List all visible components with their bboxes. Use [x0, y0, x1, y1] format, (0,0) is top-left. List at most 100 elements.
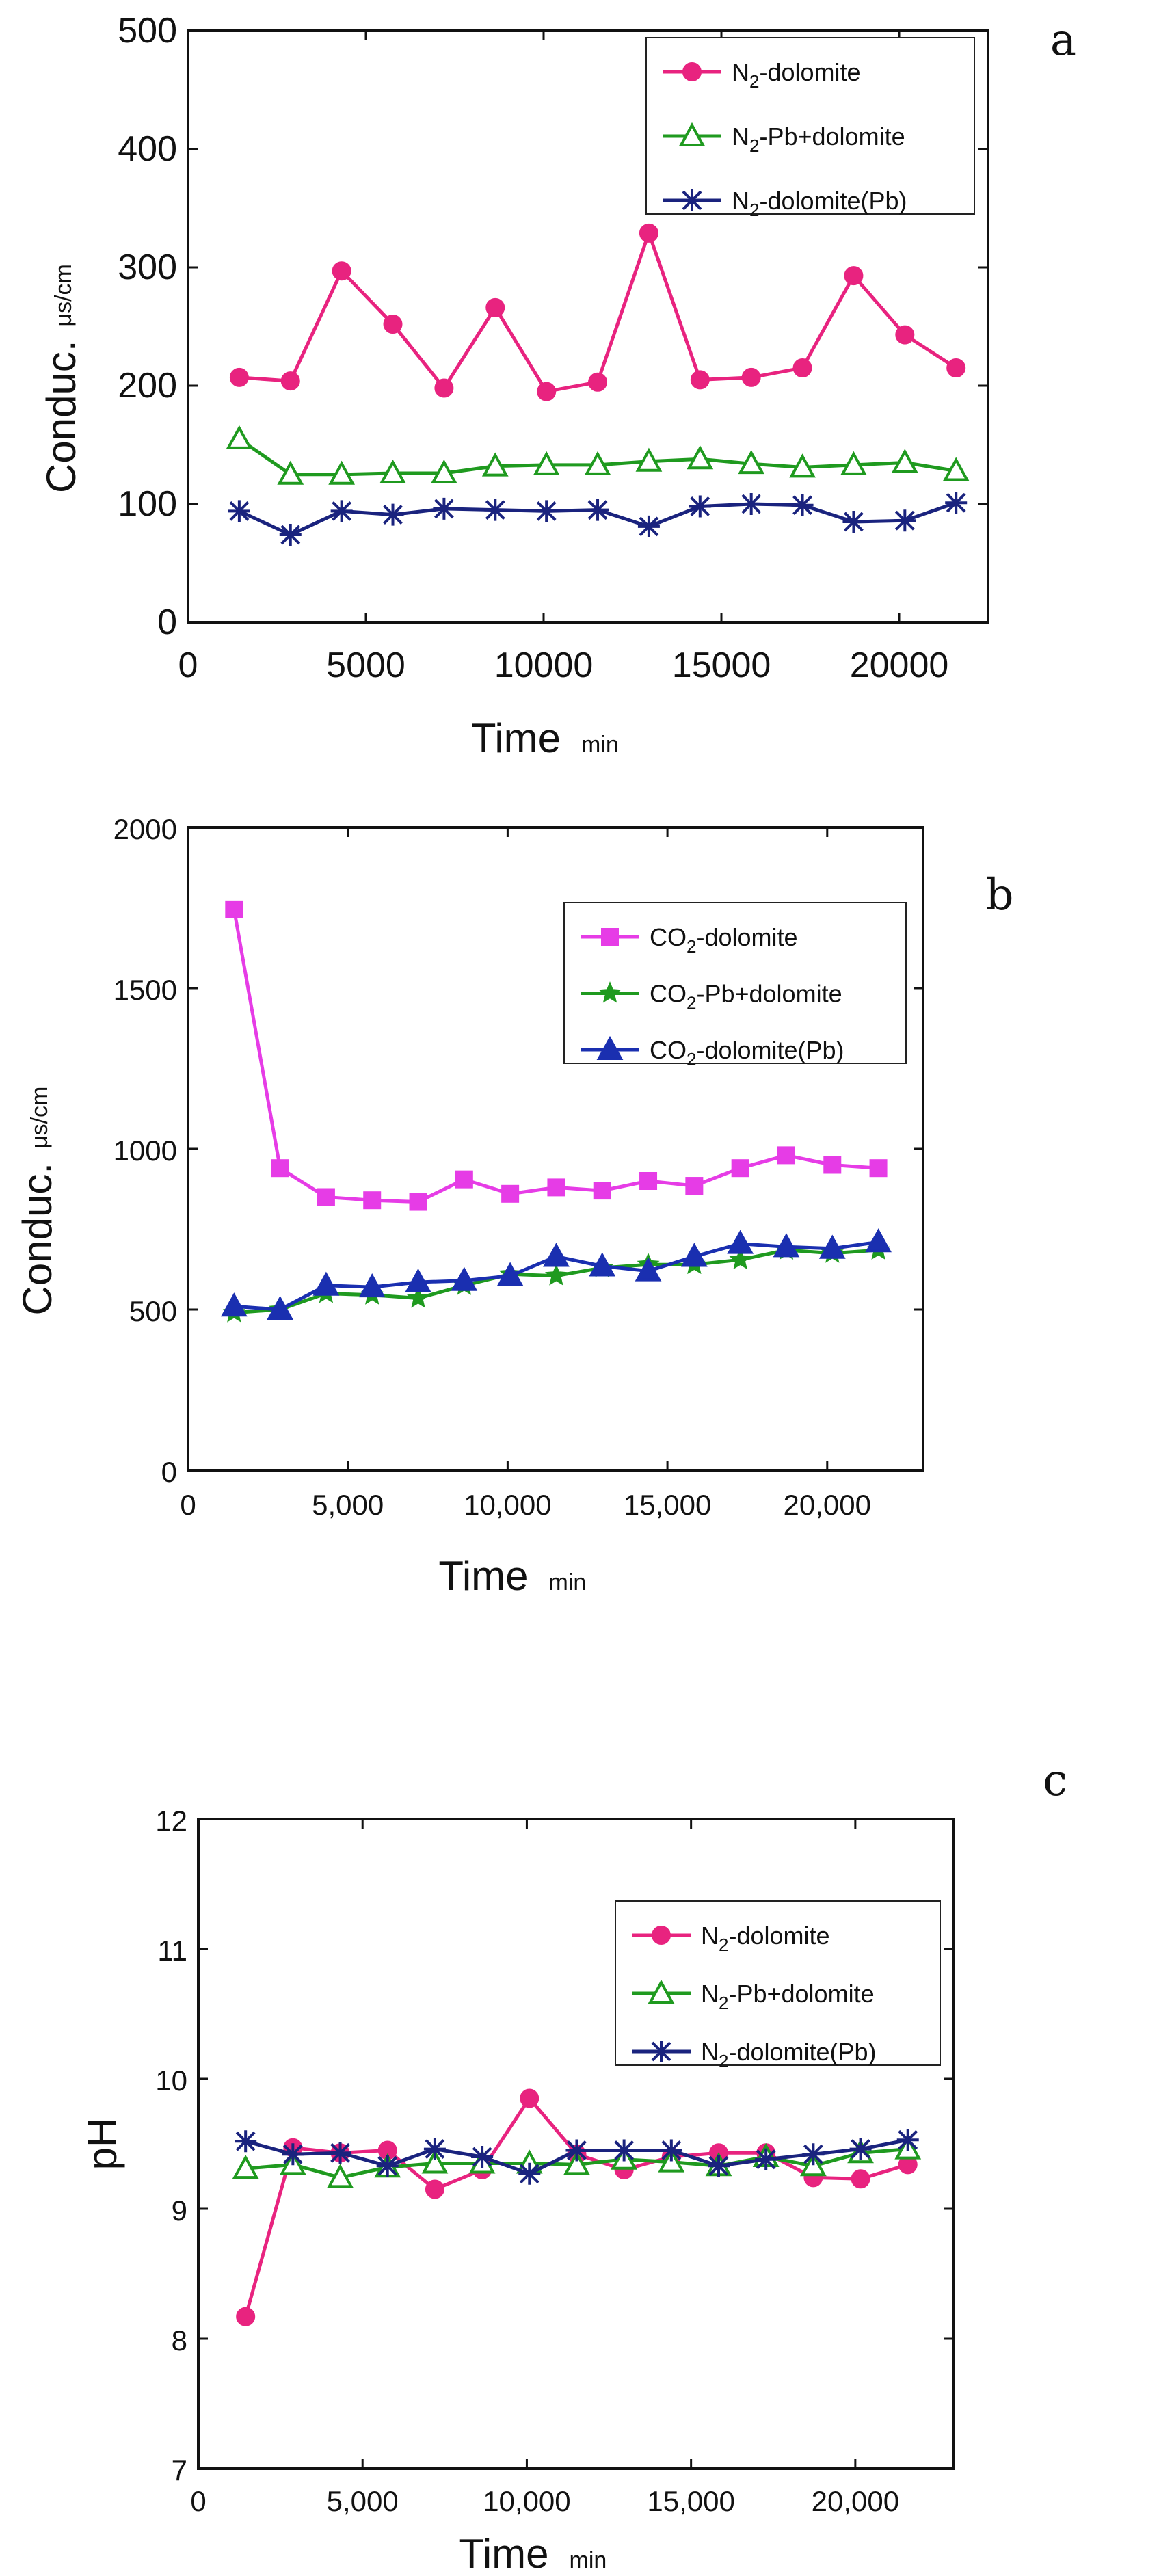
data-point: [496, 1262, 524, 1286]
x-tick-label: 0: [180, 1489, 196, 1521]
plot-frame: [187, 29, 989, 624]
data-point: [755, 2148, 777, 2170]
data-point: [840, 451, 867, 475]
legend-label: N2-dolomite(Pb): [701, 2038, 877, 2071]
data-point: [543, 1243, 570, 1267]
data-point: [741, 367, 761, 387]
legend-label-main: CO: [650, 1036, 687, 1064]
legend-label-subscript: 2: [749, 200, 759, 220]
y-tick-label: 1500: [114, 974, 177, 1006]
x-tick-label: 15,000: [647, 2485, 734, 2517]
data-point: [818, 1234, 846, 1259]
x-tick-label: 20000: [850, 646, 949, 685]
y-axis-unit: μs/cm: [51, 264, 77, 326]
data-point: [535, 500, 558, 522]
legend-label-rest: -dolomite: [759, 58, 860, 86]
data-point: [282, 2143, 304, 2166]
panel-letter: c: [1043, 1755, 1067, 1806]
y-tick-label: 0: [161, 1456, 177, 1488]
data-point: [433, 497, 455, 520]
data-point: [635, 1257, 662, 1282]
data-point: [894, 509, 916, 532]
data-point: [639, 1172, 658, 1190]
y-axis-title: Conduc.: [14, 1163, 60, 1315]
data-point: [405, 1268, 431, 1293]
data-point: [635, 447, 663, 472]
data-point: [328, 460, 356, 485]
data-point: [593, 1182, 611, 1200]
data-point: [789, 453, 816, 478]
legend-label-subscript: 2: [687, 1049, 696, 1070]
legend-label: CO2-Pb+dolomite: [650, 980, 842, 1013]
data-point: [434, 378, 454, 398]
legend-box: [615, 1900, 941, 2066]
y-tick-label: 1000: [114, 1134, 177, 1167]
y-tick-label: 500: [129, 1295, 177, 1327]
legend-label-main: N: [701, 1922, 719, 1950]
data-point: [842, 510, 865, 533]
legend-label: N2-dolomite: [732, 58, 861, 92]
legend-label-subscript: 2: [749, 71, 759, 92]
data-point: [421, 2149, 449, 2174]
legend-label-subscript: 2: [749, 135, 759, 156]
panel-letter: b: [986, 870, 1014, 920]
data-point: [533, 451, 560, 475]
legend-label-subscript: 2: [719, 2051, 728, 2071]
y-tick-label: 500: [118, 11, 177, 51]
legend: CO2-dolomiteCO2-Pb+dolomiteCO2-dolomite(…: [563, 902, 907, 1070]
legend-label-subscript: 2: [719, 1993, 728, 2013]
data-point: [332, 261, 351, 281]
legend-label-rest: -Pb+dolomite: [728, 1980, 874, 2008]
legend-label-main: N: [701, 2038, 719, 2066]
data-point: [484, 499, 507, 521]
x-axis-unit: min: [549, 1569, 587, 1595]
data-point: [409, 1193, 427, 1211]
x-axis-title: Time: [459, 2531, 548, 2576]
data-point: [481, 452, 509, 477]
data-point: [891, 449, 918, 473]
x-tick-label: 5,000: [312, 1489, 384, 1521]
data-point: [613, 2139, 635, 2162]
legend-marker: [596, 1035, 624, 1060]
data-point: [727, 1230, 754, 1254]
legend-marker: [598, 981, 622, 1003]
x-tick-label: 10,000: [464, 1489, 551, 1521]
series-1: [226, 425, 970, 485]
legend-label-main: N: [732, 58, 749, 86]
data-point: [383, 315, 403, 334]
legend-box: [645, 37, 975, 215]
data-point: [277, 460, 304, 485]
data-point: [228, 500, 250, 522]
data-point: [451, 1266, 478, 1291]
data-point: [708, 2155, 730, 2177]
legend-label-rest: -Pb+dolomite: [759, 122, 905, 150]
legend-label-subscript: 2: [719, 1935, 728, 1955]
data-point: [945, 492, 968, 514]
data-point: [690, 370, 710, 390]
data-point: [689, 495, 711, 518]
data-point: [327, 2164, 354, 2188]
data-point: [544, 1264, 568, 1286]
data-point: [330, 500, 353, 522]
data-point: [773, 1233, 800, 1258]
data-point: [220, 1292, 248, 1317]
series-2: [228, 492, 968, 546]
data-point: [588, 372, 608, 392]
y-tick-label: 200: [118, 366, 177, 406]
data-point: [229, 367, 249, 387]
y-axis-title-group: Conduc. μs/cm: [14, 1087, 60, 1316]
data-point: [382, 503, 404, 526]
data-point: [660, 2139, 682, 2162]
data-point: [329, 2142, 351, 2164]
data-point: [895, 325, 915, 345]
data-point: [363, 1191, 382, 1210]
x-tick-label: 0: [190, 2485, 206, 2517]
data-point: [777, 1146, 795, 1165]
data-point: [869, 1159, 888, 1178]
x-tick-label: 20,000: [812, 2485, 899, 2517]
legend-label-rest: -Pb+dolomite: [696, 980, 842, 1008]
data-point: [423, 2138, 446, 2160]
data-point: [312, 1271, 340, 1296]
